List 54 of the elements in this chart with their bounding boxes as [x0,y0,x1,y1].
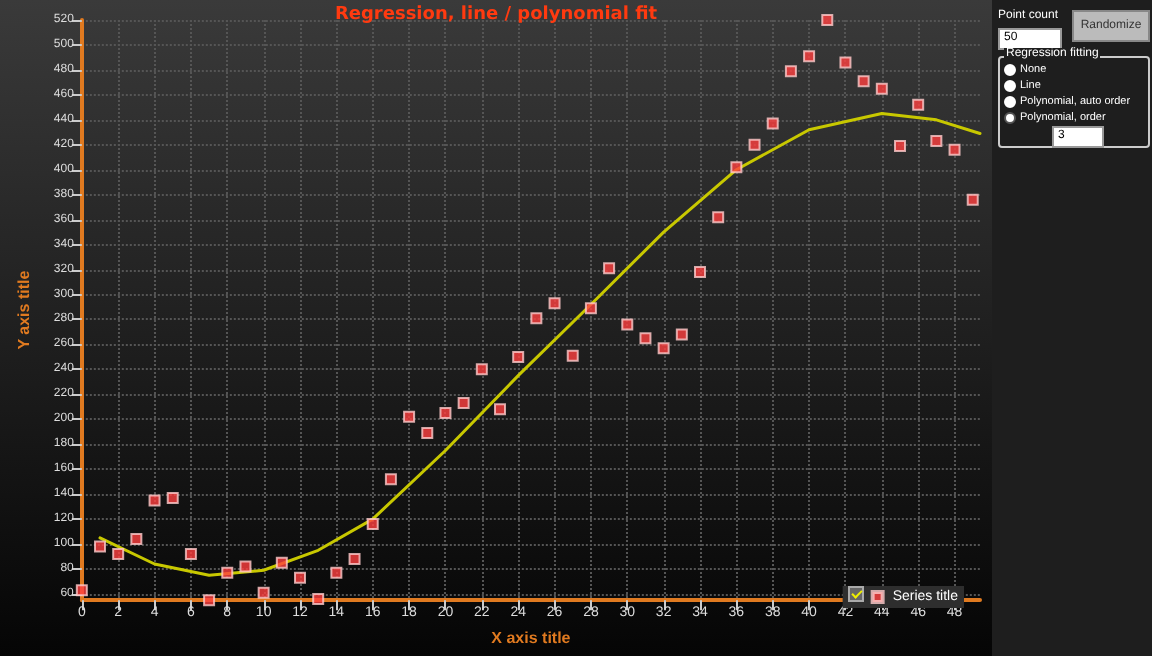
line-series [98,112,982,577]
point [621,318,634,331]
point [966,193,979,206]
point [184,548,197,561]
point [203,594,216,607]
point [403,410,416,423]
y-axis-title: Y axis title [15,269,33,350]
point [384,473,397,486]
point [75,584,88,597]
point [839,56,852,69]
point [603,262,616,275]
point [784,65,797,78]
point [857,75,870,88]
point [912,98,925,111]
point [748,138,761,151]
point [294,571,306,584]
point [730,161,743,174]
point [366,518,379,531]
point [548,297,561,310]
point [657,342,670,355]
point [221,566,234,579]
point [94,540,106,553]
point [130,533,143,546]
point [421,427,434,439]
point [584,302,597,315]
point [312,592,325,605]
point [475,363,488,376]
point [821,14,834,26]
point [530,312,543,325]
point [894,140,906,153]
point [948,143,961,156]
point [457,397,470,410]
point [639,332,652,345]
point [148,494,161,507]
point [766,117,779,130]
chart-title: Regression, line / polynomial fit [334,5,659,25]
point [694,266,706,279]
point [675,328,688,341]
point [439,407,452,420]
point [566,349,579,362]
point [875,82,888,95]
point [239,560,252,573]
point [348,553,361,566]
point [112,548,125,561]
point [257,586,270,599]
point [930,135,943,148]
point [512,350,525,363]
point [330,566,343,579]
point [712,211,725,224]
point [494,403,506,416]
point [275,556,288,569]
point [803,50,816,63]
x-axis-title: X axis title [491,629,572,647]
point [166,491,179,504]
